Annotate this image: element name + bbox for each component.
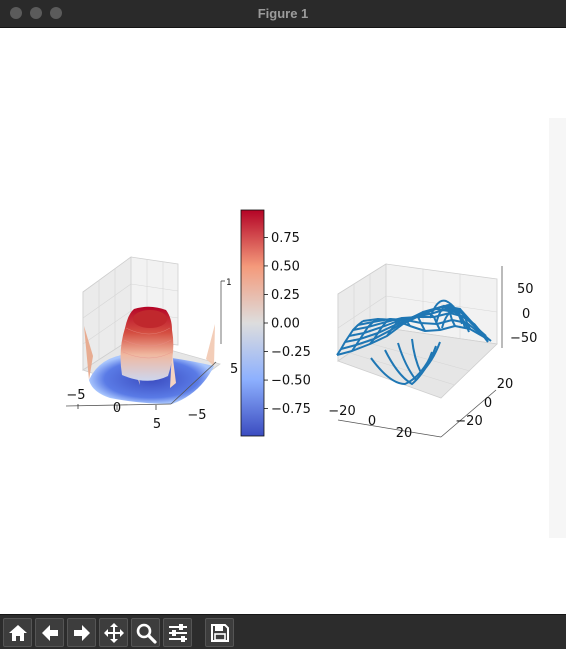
wireframe-mesh (336, 299, 492, 385)
minimize-window-button[interactable] (30, 7, 42, 19)
wireframe-x-tick-label: 0 (368, 414, 376, 429)
surface-dome-contours (122, 327, 173, 359)
wireframe-x-tick-label: −20 (328, 404, 355, 419)
wireframe-x-axis-line (337, 419, 442, 438)
surface-left-corner-rise (84, 326, 93, 380)
save-button[interactable] (205, 618, 234, 647)
surface-dome-top (133, 310, 167, 328)
colorbar-ticks: 0.75 0.50 0.25 0.00 −0.25 −0.50 −0.75 (264, 231, 311, 417)
surface-plot: −5 0 5 −5 5 1 (65, 256, 238, 432)
colorbar: 0.75 0.50 0.25 0.00 −0.25 −0.50 −0.75 (240, 209, 311, 437)
forward-arrow-icon (74, 625, 90, 641)
home-icon (9, 625, 27, 641)
figure-svg: −5 0 5 −5 5 1 0.75 0.50 0.25 0.00 −0.25 −0.50… (65, 118, 566, 538)
surface-z-tick-label: 1 (226, 278, 232, 288)
wireframe-y-tick-label: 20 (497, 377, 514, 392)
colorbar-gradient (240, 209, 265, 437)
edge-shadow (549, 118, 566, 538)
colorbar-tick-label: −0.75 (271, 402, 311, 417)
maximize-window-button[interactable] (50, 7, 62, 19)
surface-x-tick-label: 5 (153, 417, 161, 432)
back-button[interactable] (35, 618, 64, 647)
zoom-magnifier-icon (136, 623, 157, 644)
title-bar: Figure 1 (0, 0, 566, 28)
wireframe-plot: −20 0 20 20 0 −20 50 0 −50 (328, 263, 537, 441)
colorbar-tick-label: 0.00 (271, 317, 300, 332)
subplots-sliders-icon (169, 624, 187, 642)
wireframe-z-tick-label: 0 (522, 307, 530, 322)
close-window-button[interactable] (10, 7, 22, 19)
surface-x-tick-label: 0 (113, 401, 121, 416)
home-button[interactable] (3, 618, 32, 647)
zoom-button[interactable] (131, 618, 160, 647)
pan-move-icon (104, 623, 124, 643)
figure-canvas[interactable]: −5 0 5 −5 5 1 0.75 0.50 0.25 0.00 −0.25 −0.50… (0, 28, 566, 614)
wireframe-y-tick-label: 0 (484, 396, 492, 411)
colorbar-tick-label: −0.25 (271, 345, 311, 360)
wireframe-grid (337, 269, 498, 386)
wireframe-y-axis-line (440, 389, 497, 438)
surface-right-corner-rise (206, 324, 215, 366)
wireframe-x-tick-label: 20 (396, 426, 413, 441)
surface-y-tick-label: −5 (187, 408, 206, 423)
forward-button[interactable] (67, 618, 96, 647)
window-title: Figure 1 (257, 6, 309, 21)
wireframe-z-tick-label: −50 (510, 331, 537, 346)
surface-y-tick-label: 5 (230, 362, 238, 377)
colorbar-tick-label: −0.50 (271, 374, 311, 389)
wireframe-z-tick-label: 50 (517, 282, 534, 297)
save-floppy-icon (211, 624, 229, 642)
navigation-toolbar (0, 614, 566, 649)
surface-x-axis-line (65, 403, 172, 407)
pan-button[interactable] (99, 618, 128, 647)
surface-x-tick-label: −5 (66, 388, 85, 403)
surface-y-axis-line (170, 361, 217, 405)
configure-subplots-button[interactable] (163, 618, 192, 647)
wireframe-y-tick-label: −20 (455, 414, 482, 429)
colorbar-tick-label: 0.50 (271, 259, 300, 274)
colorbar-tick-label: 0.75 (271, 231, 300, 246)
colorbar-tick-label: 0.25 (271, 288, 300, 303)
back-arrow-icon (42, 625, 58, 641)
